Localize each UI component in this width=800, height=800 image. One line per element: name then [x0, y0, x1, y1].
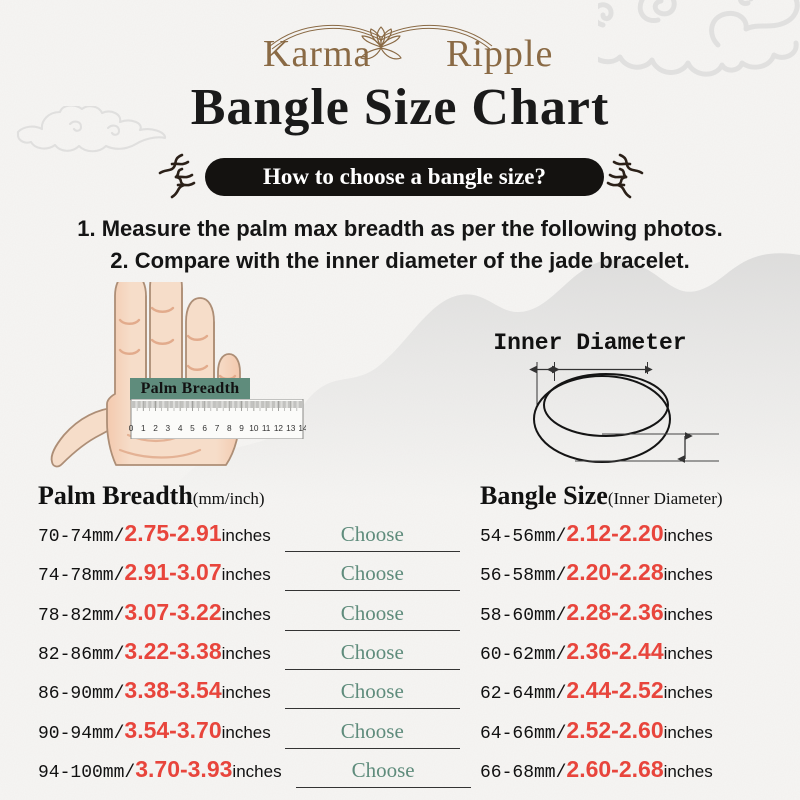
- svg-text:1: 1: [141, 423, 146, 433]
- svg-text:4: 4: [178, 423, 183, 433]
- svg-text:11: 11: [262, 423, 271, 433]
- svg-text:6: 6: [202, 423, 207, 433]
- svg-text:0: 0: [129, 423, 134, 433]
- svg-text:12: 12: [274, 423, 284, 433]
- svg-text:5: 5: [190, 423, 195, 433]
- svg-text:13: 13: [286, 423, 296, 433]
- svg-text:Ripple: Ripple: [446, 33, 553, 75]
- svg-text:7: 7: [215, 423, 220, 433]
- svg-text:10: 10: [249, 423, 259, 433]
- svg-text:Karma: Karma: [263, 33, 371, 75]
- svg-text:14: 14: [298, 423, 306, 433]
- svg-text:3: 3: [166, 423, 171, 433]
- svg-text:9: 9: [239, 423, 244, 433]
- svg-text:2: 2: [153, 423, 158, 433]
- svg-text:8: 8: [227, 423, 232, 433]
